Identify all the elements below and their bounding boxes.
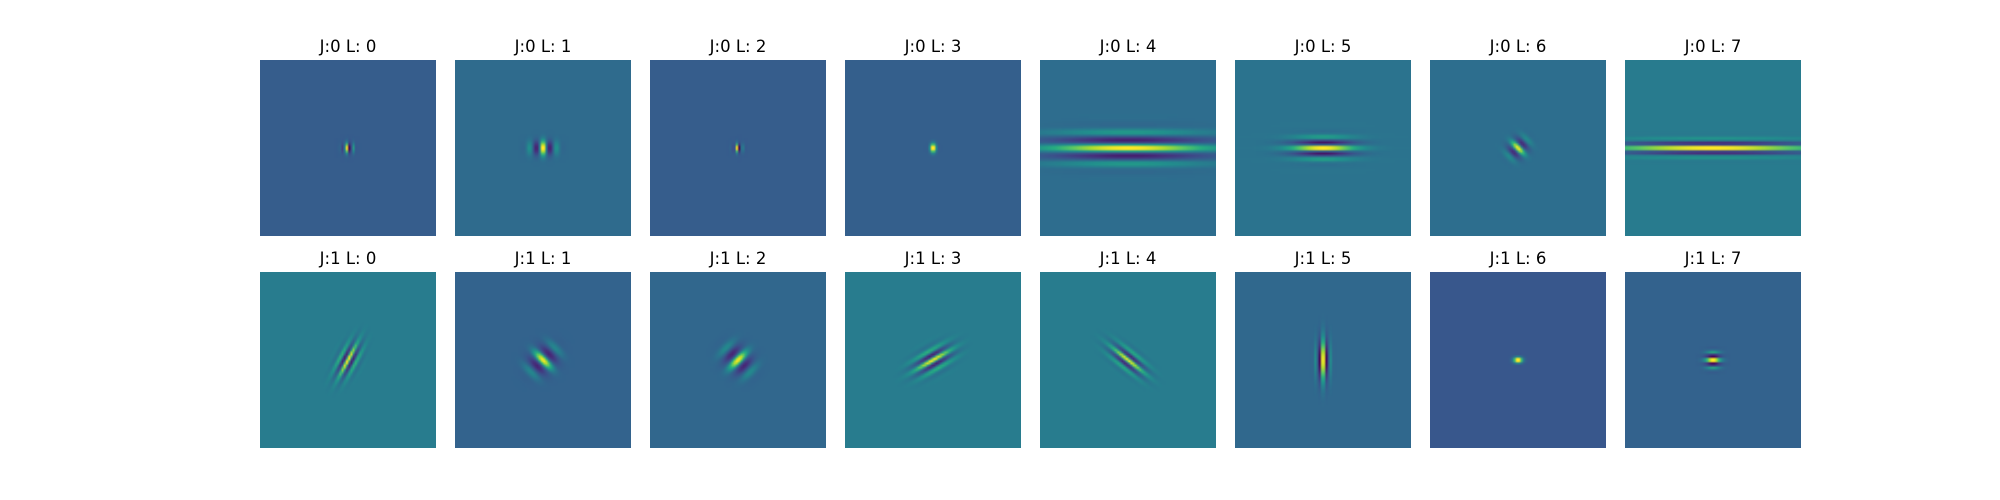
heatmap-image (455, 60, 631, 236)
panel-title: J:0 L: 6 (1489, 37, 1547, 56)
heatmap-panel: J:0 L: 2 (650, 37, 826, 236)
heatmap-image (1235, 272, 1411, 448)
heatmap-panel: J:1 L: 4 (1040, 249, 1216, 448)
heatmap-panel: J:0 L: 5 (1235, 37, 1411, 236)
heatmap-image (1040, 60, 1216, 236)
heatmap-image (1040, 272, 1216, 448)
heatmap-image (650, 272, 826, 448)
heatmap-image (1235, 60, 1411, 236)
panel-title: J:1 L: 5 (1294, 249, 1352, 268)
panel-title: J:0 L: 4 (1099, 37, 1157, 56)
heatmap-panel: J:1 L: 0 (260, 249, 436, 448)
heatmap-panel: J:0 L: 4 (1040, 37, 1216, 236)
panel-title: J:1 L: 6 (1489, 249, 1547, 268)
heatmap-panel: J:1 L: 1 (455, 249, 631, 448)
heatmap-panel: J:0 L: 7 (1625, 37, 1801, 236)
panel-title: J:0 L: 2 (709, 37, 767, 56)
panel-title: J:1 L: 4 (1099, 249, 1157, 268)
heatmap-image (1430, 60, 1606, 236)
heatmap-image (650, 60, 826, 236)
panel-title: J:0 L: 5 (1294, 37, 1352, 56)
panel-title: J:0 L: 3 (904, 37, 962, 56)
heatmap-panel: J:0 L: 3 (845, 37, 1021, 236)
heatmap-panel: J:1 L: 2 (650, 249, 826, 448)
heatmap-image (1430, 272, 1606, 448)
heatmap-image (260, 272, 436, 448)
heatmap-image (845, 272, 1021, 448)
heatmap-image (455, 272, 631, 448)
heatmap-panel: J:1 L: 5 (1235, 249, 1411, 448)
heatmap-panel: J:1 L: 7 (1625, 249, 1801, 448)
heatmap-panel: J:1 L: 6 (1430, 249, 1606, 448)
panel-title: J:0 L: 0 (319, 37, 377, 56)
heatmap-image (1625, 272, 1801, 448)
panel-title: J:1 L: 3 (904, 249, 962, 268)
panel-title: J:0 L: 1 (514, 37, 572, 56)
panel-title: J:0 L: 7 (1684, 37, 1742, 56)
panel-title: J:1 L: 0 (319, 249, 377, 268)
panel-title: J:1 L: 7 (1684, 249, 1742, 268)
heatmap-image (845, 60, 1021, 236)
heatmap-image (260, 60, 436, 236)
heatmap-panel: J:1 L: 3 (845, 249, 1021, 448)
heatmap-panel: J:0 L: 0 (260, 37, 436, 236)
panel-title: J:1 L: 2 (709, 249, 767, 268)
panel-title: J:1 L: 1 (514, 249, 572, 268)
panels-group: J:0 L: 0 J:0 L: 1 J:0 L: 2 J:0 L: 3 J:0 L: 4… (260, 37, 1801, 448)
heatmap-image (1625, 60, 1801, 236)
heatmap-panel: J:0 L: 6 (1430, 37, 1606, 236)
heatmap-panel: J:0 L: 1 (455, 37, 631, 236)
